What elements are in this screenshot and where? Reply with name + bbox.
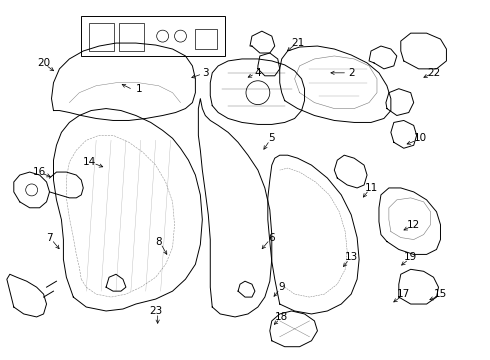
Text: 3: 3 bbox=[202, 68, 209, 78]
Text: 12: 12 bbox=[407, 220, 420, 230]
Text: 16: 16 bbox=[33, 167, 46, 177]
Text: 11: 11 bbox=[365, 183, 378, 193]
Text: 19: 19 bbox=[404, 252, 417, 262]
Text: 6: 6 bbox=[269, 233, 275, 243]
Text: 17: 17 bbox=[397, 289, 411, 299]
Text: 13: 13 bbox=[344, 252, 358, 262]
Text: 1: 1 bbox=[136, 84, 142, 94]
Text: 4: 4 bbox=[255, 68, 261, 78]
Text: 22: 22 bbox=[427, 68, 440, 78]
Text: 8: 8 bbox=[155, 237, 162, 247]
Text: 14: 14 bbox=[83, 157, 96, 167]
Text: 7: 7 bbox=[46, 233, 53, 243]
Text: 18: 18 bbox=[275, 312, 288, 322]
Text: 20: 20 bbox=[37, 58, 50, 68]
Bar bbox=[81, 16, 225, 56]
Bar bbox=[89, 23, 114, 51]
Text: 23: 23 bbox=[149, 306, 162, 316]
Text: 10: 10 bbox=[414, 133, 427, 143]
Text: 9: 9 bbox=[278, 282, 285, 292]
Text: 21: 21 bbox=[291, 38, 304, 48]
Text: 15: 15 bbox=[434, 289, 447, 299]
Bar bbox=[119, 23, 144, 51]
Bar bbox=[196, 29, 217, 49]
Text: 5: 5 bbox=[269, 133, 275, 143]
Text: 2: 2 bbox=[348, 68, 354, 78]
